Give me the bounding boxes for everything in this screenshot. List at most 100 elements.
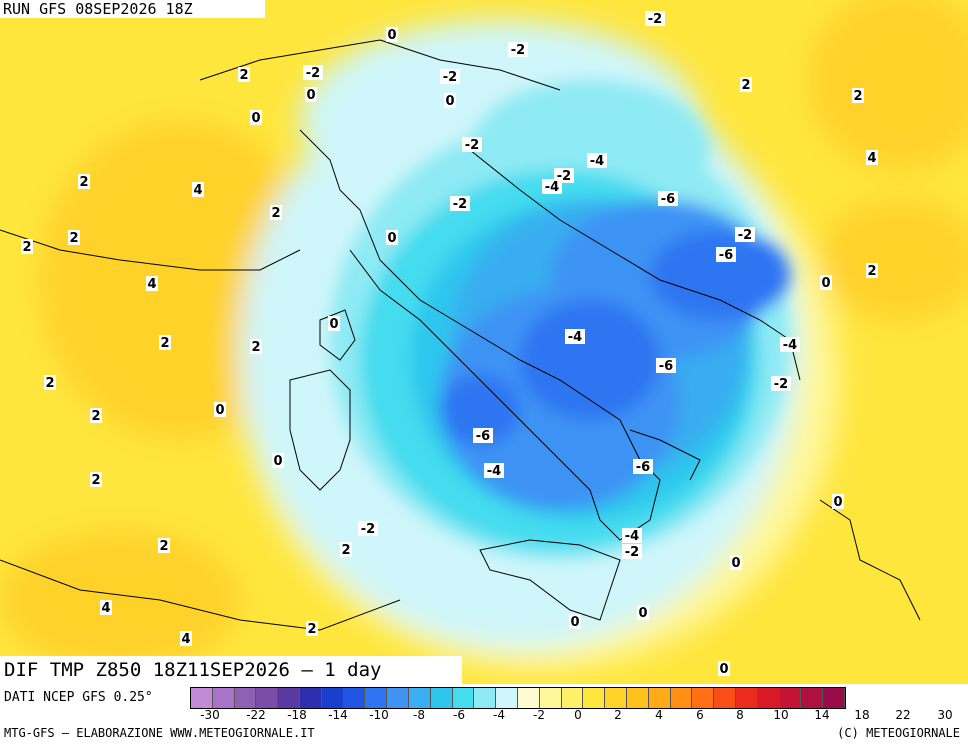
contour-label: 0 (821, 276, 830, 291)
contour-label: 2 (69, 231, 78, 246)
color-scale-tick-label: -22 (246, 708, 266, 722)
contour-label-background (250, 110, 262, 125)
contour-label: -6 (661, 192, 675, 207)
contour-label: -2 (625, 545, 639, 560)
color-scale-swatch (343, 688, 366, 708)
contour-label: 0 (251, 111, 260, 126)
contour-label-background (270, 205, 282, 220)
color-scale-swatch (212, 688, 235, 708)
color-scale-swatch (670, 688, 693, 708)
contour-label: -6 (659, 359, 673, 374)
contour-label-background (718, 661, 730, 676)
contour-label-background (473, 428, 493, 443)
contour-label-background (565, 329, 585, 344)
color-scale-swatch (517, 688, 540, 708)
color-scale-tick-label: -4 (493, 708, 505, 722)
contour-label-background (386, 230, 398, 245)
color-scale-tick-label: 18 (854, 708, 870, 722)
contour-label-background (90, 472, 102, 487)
contour-label-background (146, 276, 158, 291)
color-scale (190, 687, 846, 709)
color-scale-tick-label: 2 (614, 708, 622, 722)
color-scale-tick-label: -14 (328, 708, 348, 722)
contour-label: -4 (545, 180, 559, 195)
color-scale-tick-label: 8 (736, 708, 744, 722)
contour-label: -2 (453, 197, 467, 212)
contour-label: 4 (867, 151, 876, 166)
contour-label: 4 (181, 632, 190, 647)
contour-label: 0 (306, 88, 315, 103)
color-scale-tick-label: -18 (287, 708, 307, 722)
contour-label: -4 (487, 464, 501, 479)
contour-label-background (250, 339, 262, 354)
contour-label-background (622, 544, 642, 559)
contour-label: 0 (719, 662, 728, 677)
color-scale-tick-label: 10 (773, 708, 789, 722)
color-scale-tick-label: -10 (369, 708, 389, 722)
color-scale-swatch (801, 688, 824, 708)
contour-label: -4 (625, 529, 639, 544)
contour-label-background (192, 182, 204, 197)
contour-label-background (440, 69, 460, 84)
contour-label-background (633, 459, 653, 474)
contour-label: -2 (774, 377, 788, 392)
contour-label-background (542, 179, 562, 194)
contour-label-background (180, 631, 192, 646)
color-scale-swatch (692, 688, 715, 708)
contour-label: -2 (465, 138, 479, 153)
contour-label-background (740, 77, 752, 92)
contour-label: 4 (147, 277, 156, 292)
color-scale-swatch (648, 688, 671, 708)
contour-label-background (637, 605, 649, 620)
contour-label: -2 (648, 12, 662, 27)
contour-label-background (716, 247, 736, 262)
color-scale-swatch (823, 688, 845, 708)
color-scale-swatch (757, 688, 780, 708)
contour-label: 0 (273, 454, 282, 469)
contour-label: -2 (511, 43, 525, 58)
contour-label-background (44, 375, 56, 390)
contour-label: 2 (45, 376, 54, 391)
contour-label: 0 (387, 231, 396, 246)
contour-label-background (484, 463, 504, 478)
contour-label: 4 (193, 183, 202, 198)
contour-label-background (340, 542, 352, 557)
contour-label-background (771, 376, 791, 391)
contour-label: -6 (719, 248, 733, 263)
contour-label: 2 (251, 340, 260, 355)
contour-label: 2 (867, 264, 876, 279)
contour-label-background (645, 11, 665, 26)
color-scale-tick-label: -6 (453, 708, 465, 722)
contour-label-background (866, 150, 878, 165)
contour-label: 2 (22, 240, 31, 255)
contour-label: -2 (361, 522, 375, 537)
contour-label: 2 (159, 539, 168, 554)
contour-label-background (866, 263, 878, 278)
footer-copyright: (C) METEOGIORNALE (837, 726, 960, 740)
contour-label-background (587, 153, 607, 168)
contour-label: 0 (570, 615, 579, 630)
contour-label: -6 (476, 429, 490, 444)
color-scale-swatch (561, 688, 584, 708)
contour-label-background (622, 528, 642, 543)
contour-label: 2 (239, 68, 248, 83)
color-scale-tick-label: 14 (814, 708, 830, 722)
color-scale-swatch (496, 688, 518, 708)
footer-credit: MTG-GFS – ELABORAZIONE WWW.METEOGIORNALE… (4, 726, 315, 740)
contour-label-background (158, 538, 170, 553)
contour-label-background (658, 191, 678, 206)
contour-label: -4 (783, 338, 797, 353)
color-scale-tick-label: 22 (895, 708, 911, 722)
contour-label: 4 (101, 601, 110, 616)
color-scale-swatch (626, 688, 649, 708)
contour-label-background (450, 196, 470, 211)
contour-label-background (444, 93, 456, 108)
contour-label: 2 (91, 473, 100, 488)
color-scale-tick-label: 30 (937, 708, 953, 722)
contour-label: 2 (853, 89, 862, 104)
contour-label: 0 (638, 606, 647, 621)
contour-label-background (780, 337, 800, 352)
color-scale-swatch (408, 688, 431, 708)
